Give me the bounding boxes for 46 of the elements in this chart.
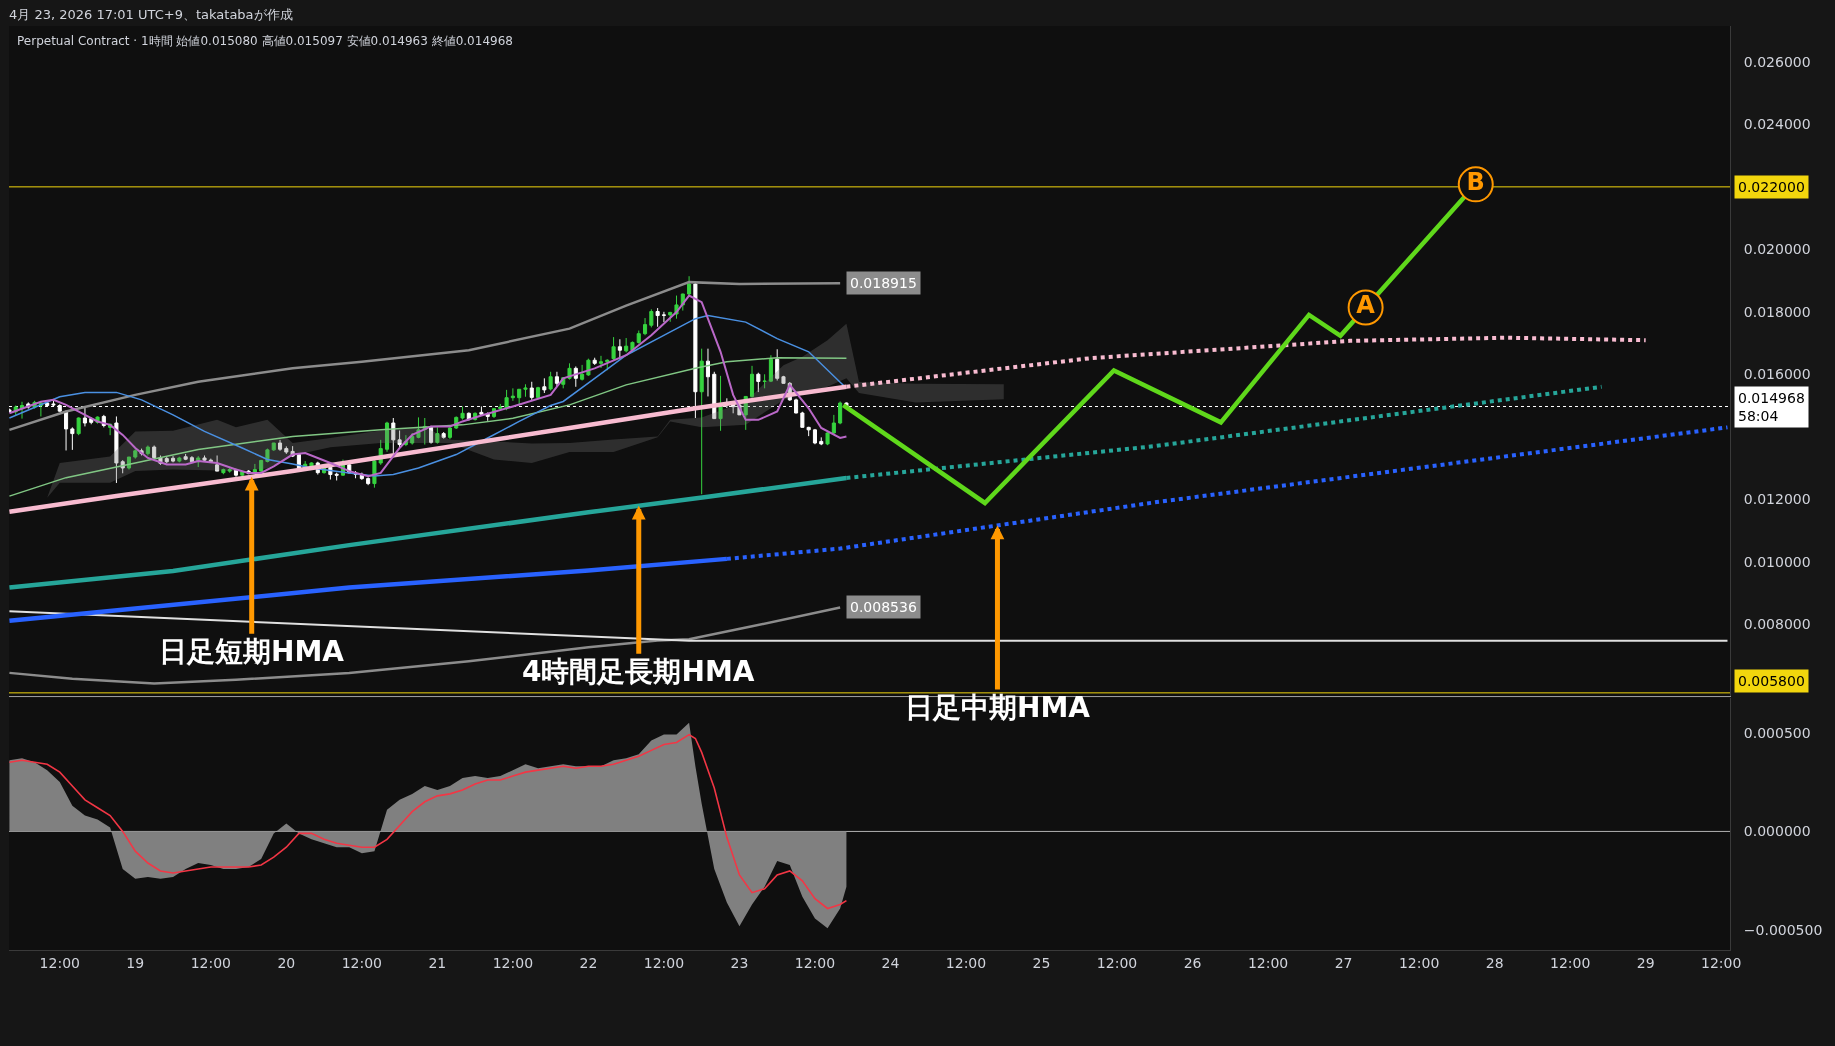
y-tick-label: 0.026000 bbox=[1743, 53, 1811, 70]
y-tick-label: 0.000000 bbox=[1743, 823, 1811, 840]
x-tick-label: 12:00 bbox=[341, 954, 383, 971]
x-tick-label: 23 bbox=[730, 954, 749, 971]
x-tick-label: 12:00 bbox=[39, 954, 80, 971]
x-tick-label: 12:00 bbox=[643, 954, 685, 971]
data-label: 0.008536 bbox=[850, 599, 917, 615]
x-tick-label: 19 bbox=[126, 954, 145, 971]
x-tick-label: 12:00 bbox=[945, 954, 987, 971]
x-tick-label: 22 bbox=[579, 954, 598, 971]
annotation: B bbox=[1466, 168, 1485, 197]
x-tick-label: 12:00 bbox=[794, 954, 836, 971]
x-tick-label: 28 bbox=[1485, 954, 1504, 971]
y-tick-label: 0.010000 bbox=[1743, 553, 1811, 570]
ref-line-label: 0.005800 bbox=[1738, 673, 1805, 689]
x-tick-label: 12:00 bbox=[1398, 954, 1440, 971]
text: Perpetual Contract · 1時間 始値0.015080 高値0.015097 安値0.014963 終値0.014968 bbox=[17, 34, 513, 48]
x-tick-label: 12:00 bbox=[190, 954, 231, 971]
chart-title: 4月 23, 2026 17:01 UTC+9、takatabaが作成 bbox=[9, 6, 293, 22]
x-tick-label: 26 bbox=[1183, 954, 1202, 971]
annotation: 日足短期HMA bbox=[159, 635, 345, 668]
ref-line-label: 0.014968 58:04 bbox=[1738, 390, 1805, 425]
x-tick-label: 12:00 bbox=[492, 954, 534, 971]
ref-line-label: 0.022000 bbox=[1738, 179, 1805, 195]
annotation: 4時間足長期HMA bbox=[522, 655, 755, 688]
x-tick-label: 20 bbox=[277, 954, 296, 971]
annotation: A bbox=[1356, 291, 1376, 320]
x-tick-label: 24 bbox=[881, 954, 900, 971]
y-tick-label: 0.016000 bbox=[1743, 366, 1811, 383]
x-tick-label: 29 bbox=[1636, 954, 1655, 971]
x-tick-label: 27 bbox=[1334, 954, 1353, 971]
x-tick-label: 12:00 bbox=[1549, 954, 1591, 971]
y-tick-label: 0.024000 bbox=[1743, 116, 1811, 133]
y-tick-label: −0.000500 bbox=[1743, 922, 1823, 939]
x-tick-label: 25 bbox=[1032, 954, 1051, 971]
x-tick-label: 12:00 bbox=[1247, 954, 1289, 971]
x-tick-label: 12:00 bbox=[1096, 954, 1138, 971]
y-tick-label: 0.018000 bbox=[1743, 303, 1811, 320]
x-tick-label: 12:00 bbox=[1701, 954, 1742, 971]
annotation: 日足中期HMA bbox=[905, 691, 1091, 724]
data-label: 0.018915 bbox=[850, 275, 917, 291]
y-tick-label: 0.020000 bbox=[1743, 241, 1811, 258]
x-tick-label: 21 bbox=[428, 954, 447, 971]
y-tick-label: 0.012000 bbox=[1743, 491, 1811, 508]
y-tick-label: 0.008000 bbox=[1743, 616, 1811, 633]
y-tick-label: 0.000500 bbox=[1743, 724, 1811, 741]
